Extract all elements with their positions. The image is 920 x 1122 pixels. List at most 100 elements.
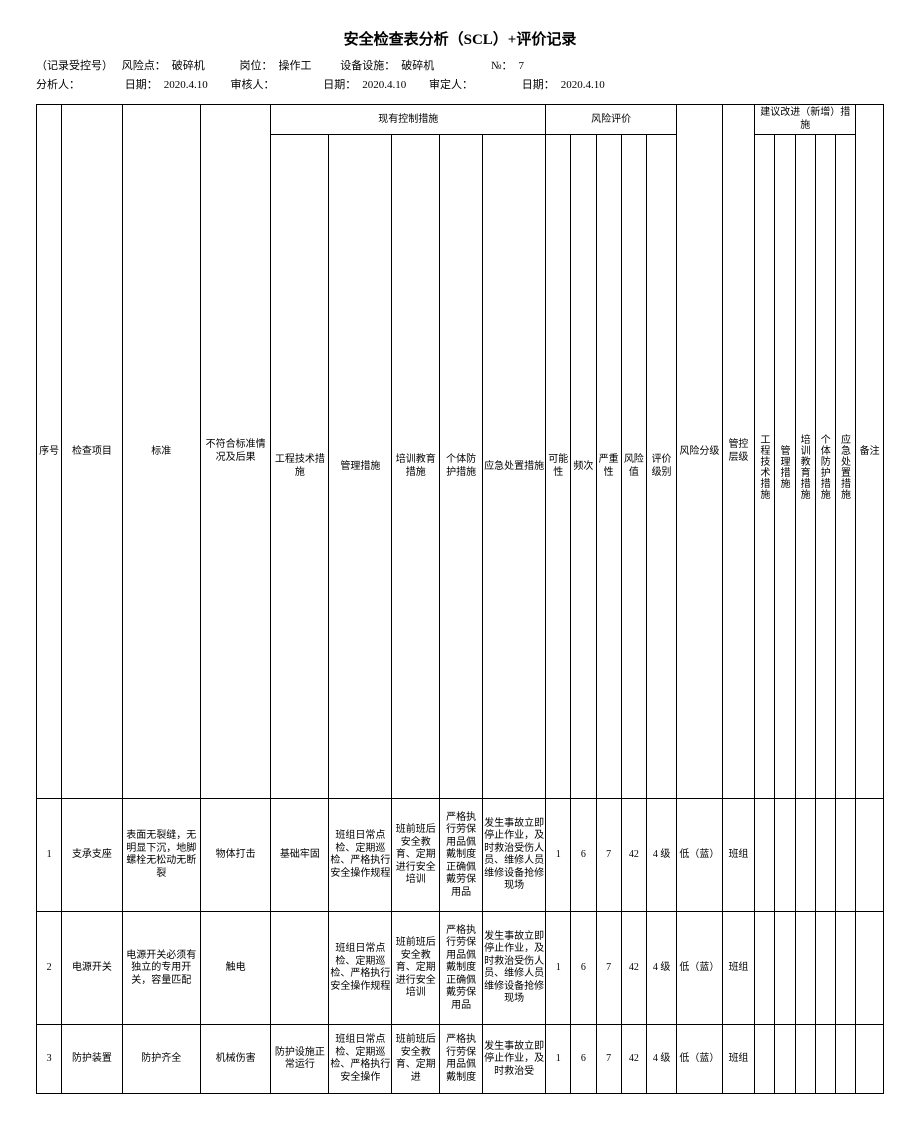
- hdr-sev: 严重性: [596, 135, 621, 799]
- hdr-emerg: 应急处置措施: [483, 135, 546, 799]
- table-cell: 1: [546, 1025, 571, 1094]
- approver-label: 审定人：: [429, 76, 473, 95]
- hdr-sugg-emerg: 应急处置措施: [835, 135, 855, 799]
- table-cell: [795, 912, 815, 1025]
- hdr-ppe: 个体防护措施: [440, 135, 483, 799]
- table-cell: 表面无裂缝，无明显下沉，地脚螺栓无松动无断裂: [122, 799, 200, 912]
- table-cell: 低（蓝）: [677, 799, 722, 912]
- no-label: №：: [491, 57, 513, 76]
- table-row: 1支承支座表面无裂缝，无明显下沉，地脚螺栓无松动无断裂物体打击基础牢固班组日常点…: [37, 799, 884, 912]
- hdr-train: 培训教育措施: [392, 135, 440, 799]
- table-cell: 严格执行劳保用品佩戴制度正确佩戴劳保用品: [440, 799, 483, 912]
- table-cell: 支承支座: [62, 799, 122, 912]
- table-cell: 防护装置: [62, 1025, 122, 1094]
- meta-line-1: （记录受控号） 风险点：破碎机 岗位：操作工 设备设施：破碎机 №：7: [36, 57, 884, 76]
- table-cell: 1: [546, 912, 571, 1025]
- pos-label: 岗位：: [240, 57, 273, 76]
- table-cell: 机械伤害: [200, 1025, 271, 1094]
- table-cell: [835, 799, 855, 912]
- table-cell: 触电: [200, 912, 271, 1025]
- table-cell: [755, 799, 775, 912]
- table-cell: 4 级: [646, 1025, 676, 1094]
- table-cell: 42: [621, 1025, 646, 1094]
- table-cell: [755, 1025, 775, 1094]
- date1-val: 2020.4.10: [164, 76, 208, 95]
- dev-val: 破碎机: [401, 57, 434, 76]
- table-cell: 电源开关必须有独立的专用开关，容量匹配: [122, 912, 200, 1025]
- table-cell: 班前班后安全教育、定期进行安全培训: [392, 799, 440, 912]
- table-cell: [815, 1025, 835, 1094]
- table-cell: 严格执行劳保用品佩戴制度: [440, 1025, 483, 1094]
- table-cell: 电源开关: [62, 912, 122, 1025]
- hdr-noncomp: 不符合标准情况及后果: [200, 105, 271, 799]
- risk-val: 破碎机: [172, 57, 205, 76]
- dev-label: 设备设施：: [340, 57, 395, 76]
- meta-block: （记录受控号） 风险点：破碎机 岗位：操作工 设备设施：破碎机 №：7 分析人：…: [36, 57, 884, 94]
- table-cell: 发生事故立即停止作业，及时救治受伤人员、维修人员维修设备抢修现场: [483, 912, 546, 1025]
- table-cell: 4 级: [646, 799, 676, 912]
- table-cell: [795, 799, 815, 912]
- table-cell: 1: [37, 799, 62, 912]
- auditor-label: 审核人：: [231, 76, 275, 95]
- hdr-ctrl-level: 管控层级: [722, 105, 755, 799]
- hdr-check-item: 检查项目: [62, 105, 122, 799]
- table-cell: 班组日常点检、定期巡检、严格执行安全操作: [329, 1025, 392, 1094]
- hdr-poss: 可能性: [546, 135, 571, 799]
- hdr-sugg-mgmt: 管理措施: [775, 135, 795, 799]
- no-val: 7: [519, 57, 525, 76]
- table-cell: 严格执行劳保用品佩戴制度正确佩戴劳保用品: [440, 912, 483, 1025]
- table-cell: [815, 912, 835, 1025]
- table-cell: 发生事故立即停止作业，及时救治受伤人员、维修人员维修设备抢修现场: [483, 799, 546, 912]
- table-cell: 班组日常点检、定期巡检、严格执行安全操作规程: [329, 912, 392, 1025]
- table-cell: 1: [546, 799, 571, 912]
- hdr-existing-group: 现有控制措施: [271, 105, 546, 135]
- hdr-seq: 序号: [37, 105, 62, 799]
- table-cell: 7: [596, 912, 621, 1025]
- hdr-eng: 工程技术措施: [271, 135, 329, 799]
- table-cell: [755, 912, 775, 1025]
- table-cell: 班组: [722, 912, 755, 1025]
- table-cell: 6: [571, 799, 596, 912]
- date2-label: 日期：: [323, 76, 356, 95]
- table-cell: [856, 1025, 884, 1094]
- table-cell: 物体打击: [200, 799, 271, 912]
- table-cell: 2: [37, 912, 62, 1025]
- hdr-risk-eval-group: 风险评价: [546, 105, 677, 135]
- table-row: 2电源开关电源开关必须有独立的专用开关，容量匹配触电班组日常点检、定期巡检、严格…: [37, 912, 884, 1025]
- table-cell: 低（蓝）: [677, 1025, 722, 1094]
- table-cell: 发生事故立即停止作业，及时救治受: [483, 1025, 546, 1094]
- table-cell: 班前班后安全教育、定期进行安全培训: [392, 912, 440, 1025]
- meta-line-2: 分析人： 日期：2020.4.10 审核人： 日期：2020.4.10 审定人：…: [36, 76, 884, 95]
- hdr-sugg-ppe: 个体防护措施: [815, 135, 835, 799]
- table-cell: [856, 799, 884, 912]
- table-cell: 防护设施正常运行: [271, 1025, 329, 1094]
- table-cell: 班组: [722, 1025, 755, 1094]
- table-row: 3防护装置防护齐全机械伤害防护设施正常运行班组日常点检、定期巡检、严格执行安全操…: [37, 1025, 884, 1094]
- hdr-standard: 标准: [122, 105, 200, 799]
- table-cell: 防护齐全: [122, 1025, 200, 1094]
- table-cell: 4 级: [646, 912, 676, 1025]
- scl-table: 序号 检查项目 标准 不符合标准情况及后果 现有控制措施 风险评价 风险分级 管…: [36, 104, 884, 1094]
- table-cell: 3: [37, 1025, 62, 1094]
- table-cell: 6: [571, 912, 596, 1025]
- date3-label: 日期：: [522, 76, 555, 95]
- hdr-freq: 频次: [571, 135, 596, 799]
- table-cell: 42: [621, 799, 646, 912]
- table-cell: [775, 1025, 795, 1094]
- table-cell: [775, 799, 795, 912]
- table-cell: [815, 799, 835, 912]
- table-cell: 42: [621, 912, 646, 1025]
- page-title: 安全检查表分析（SCL）+评价记录: [36, 28, 884, 49]
- hdr-suggest-group: 建议改进（新增）措施: [755, 105, 856, 135]
- hdr-elvl: 评价级别: [646, 135, 676, 799]
- hdr-sugg-train: 培训教育措施: [795, 135, 815, 799]
- table-cell: 7: [596, 799, 621, 912]
- hdr-sugg-eng: 工程技术措施: [755, 135, 775, 799]
- hdr-rv: 风险值: [621, 135, 646, 799]
- date3-val: 2020.4.10: [561, 76, 605, 95]
- date1-label: 日期：: [125, 76, 158, 95]
- table-cell: [795, 1025, 815, 1094]
- rec-no: （记录受控号）: [36, 57, 113, 76]
- risk-label: 风险点：: [122, 57, 166, 76]
- hdr-remark: 备注: [856, 105, 884, 799]
